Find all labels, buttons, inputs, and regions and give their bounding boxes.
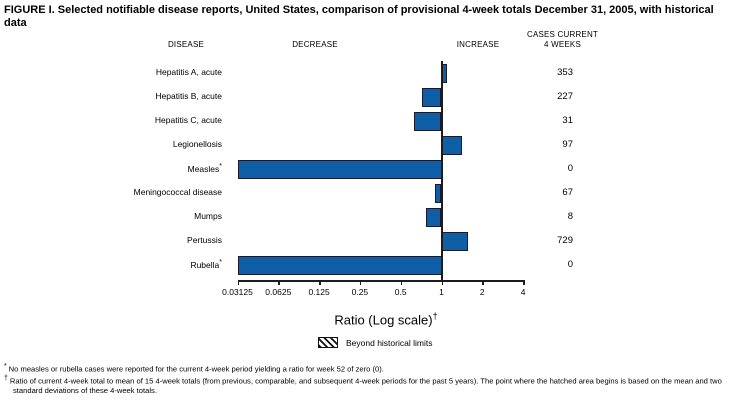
ratio-bar bbox=[441, 231, 469, 251]
column-header-disease: DISEASE bbox=[167, 40, 205, 49]
asterisk-footnote-marker: * bbox=[219, 163, 222, 170]
disease-label: Hepatitis A, acute bbox=[155, 67, 222, 77]
disease-label: Pertussis bbox=[187, 235, 222, 245]
footnote-marker: * bbox=[4, 363, 9, 370]
disease-label: Measles* bbox=[187, 163, 222, 174]
x-axis-tick bbox=[441, 280, 443, 285]
x-axis-tick-label: 0.125 bbox=[308, 287, 330, 297]
column-header-cases-line2: 4 WEEKS bbox=[544, 40, 581, 49]
ratio-bar bbox=[414, 111, 442, 131]
x-axis-tick bbox=[400, 280, 403, 285]
ratio-bar bbox=[237, 159, 442, 179]
legend-label: Beyond historical limits bbox=[346, 338, 433, 348]
x-axis-tick-label: 2 bbox=[479, 287, 485, 297]
x-axis-tick-label: 0.5 bbox=[394, 287, 407, 297]
column-header-decrease: DECREASE bbox=[292, 40, 338, 49]
ratio-bar bbox=[422, 87, 442, 107]
cases-current-value: 0 bbox=[567, 163, 573, 174]
dagger-superscript: † bbox=[432, 311, 438, 321]
x-axis-tick bbox=[278, 280, 280, 285]
asterisk-footnote-marker: * bbox=[219, 259, 222, 266]
footnote: * No measles or rubella cases were repor… bbox=[4, 363, 384, 374]
disease-label: Rubella* bbox=[190, 259, 222, 270]
ratio-bar bbox=[426, 207, 442, 227]
x-axis-tick-label: 0.25 bbox=[351, 287, 369, 297]
beyond-historical-limits-hatch-swatch bbox=[318, 337, 338, 348]
disease-label: Hepatitis C, acute bbox=[154, 115, 222, 125]
footnote: † Ratio of current 4-week total to mean … bbox=[4, 375, 722, 396]
disease-label: Hepatitis B, acute bbox=[155, 91, 222, 101]
x-axis-tick bbox=[237, 280, 239, 285]
cases-current-value: 97 bbox=[562, 139, 573, 150]
cases-current-value: 8 bbox=[567, 211, 573, 222]
cases-current-value: 227 bbox=[557, 91, 573, 102]
x-axis-label-text: Ratio (Log scale) bbox=[334, 312, 433, 328]
x-axis-tick bbox=[482, 280, 484, 285]
cases-current-value: 31 bbox=[562, 115, 573, 126]
footnotes: * No measles or rubella cases were repor… bbox=[4, 362, 730, 396]
disease-label: Legionellosis bbox=[172, 139, 222, 149]
disease-label: Mumps bbox=[194, 211, 222, 221]
x-axis-tick-label: 1 bbox=[439, 287, 444, 297]
x-axis-tick-label: 0.03125 bbox=[222, 287, 253, 297]
x-axis-tick bbox=[523, 280, 525, 285]
column-header-increase: INCREASE bbox=[456, 40, 500, 49]
x-axis-tick bbox=[359, 280, 362, 285]
disease-label: Meningococcal disease bbox=[133, 187, 222, 197]
ratio-bar bbox=[237, 255, 442, 275]
cases-current-value: 353 bbox=[557, 67, 573, 78]
x-axis-line bbox=[237, 280, 525, 282]
figure-title: FIGURE I. Selected notifiable disease re… bbox=[4, 4, 714, 29]
cases-current-value: 729 bbox=[557, 235, 573, 246]
x-axis-tick bbox=[319, 280, 321, 285]
x-axis-tick-label: 0.0625 bbox=[265, 287, 292, 297]
ratio-bar bbox=[441, 135, 463, 155]
column-header-cases-line1: CASES CURRENT bbox=[526, 30, 599, 39]
column-header-cases-current-4-weeks: CASES CURRENT 4 WEEKS bbox=[505, 30, 620, 50]
cases-current-value: 67 bbox=[562, 187, 573, 198]
baseline-ratio-1-line bbox=[440, 61, 443, 280]
footnote-marker: † bbox=[4, 375, 10, 383]
x-axis-tick-label: 4 bbox=[520, 287, 526, 297]
x-axis-label: Ratio (Log scale)† bbox=[286, 311, 486, 327]
cases-current-value: 0 bbox=[567, 259, 573, 270]
